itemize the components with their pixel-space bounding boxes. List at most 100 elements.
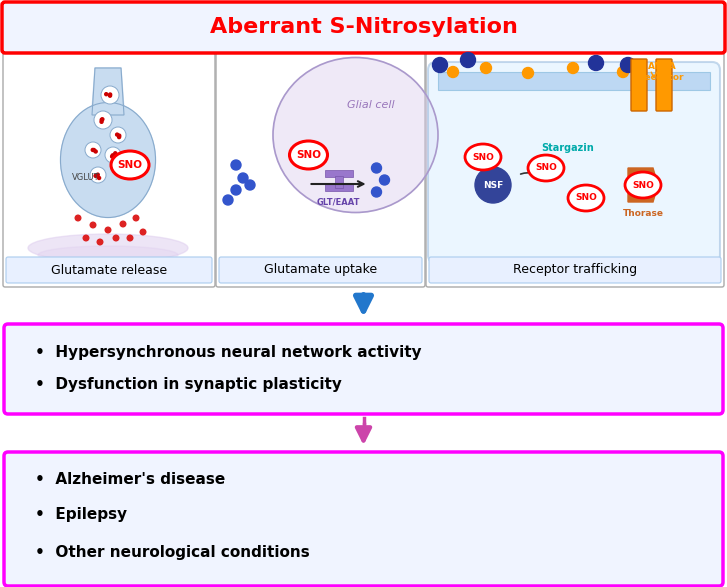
Text: Thorase: Thorase (622, 208, 664, 218)
Circle shape (588, 56, 603, 70)
Circle shape (111, 153, 114, 156)
FancyBboxPatch shape (438, 72, 710, 90)
Circle shape (568, 62, 579, 73)
Circle shape (111, 153, 114, 156)
Circle shape (223, 195, 233, 205)
Text: Glutamate uptake: Glutamate uptake (264, 264, 377, 276)
Circle shape (245, 180, 255, 190)
Text: VGLUT: VGLUT (72, 174, 100, 183)
Text: Stargazin: Stargazin (542, 143, 595, 153)
Circle shape (433, 58, 448, 73)
Circle shape (118, 133, 121, 136)
Text: NSF: NSF (483, 180, 503, 190)
Circle shape (108, 94, 111, 97)
Circle shape (116, 134, 119, 137)
Circle shape (83, 235, 89, 241)
Circle shape (657, 65, 669, 76)
Circle shape (105, 147, 121, 163)
Circle shape (108, 93, 111, 96)
FancyBboxPatch shape (4, 452, 723, 586)
Ellipse shape (465, 144, 501, 170)
Circle shape (97, 174, 100, 177)
Circle shape (92, 147, 95, 150)
Circle shape (448, 66, 459, 77)
Ellipse shape (28, 234, 188, 262)
Circle shape (92, 147, 95, 150)
Circle shape (90, 222, 96, 228)
Circle shape (116, 134, 119, 137)
Ellipse shape (625, 172, 661, 198)
Circle shape (133, 215, 139, 221)
Circle shape (140, 229, 146, 235)
FancyBboxPatch shape (219, 257, 422, 283)
Circle shape (231, 185, 241, 195)
FancyBboxPatch shape (2, 2, 725, 53)
Circle shape (102, 119, 105, 122)
Circle shape (110, 127, 126, 143)
Circle shape (102, 116, 105, 119)
Circle shape (105, 227, 111, 233)
Circle shape (371, 187, 382, 197)
Ellipse shape (528, 155, 564, 181)
Text: SNO: SNO (632, 180, 654, 190)
FancyBboxPatch shape (631, 59, 647, 111)
Circle shape (96, 174, 99, 177)
Text: •  Epilepsy: • Epilepsy (35, 508, 127, 522)
Circle shape (103, 119, 105, 122)
Text: •  Alzheimer's disease: • Alzheimer's disease (35, 473, 225, 487)
Circle shape (85, 142, 101, 158)
Text: SNO: SNO (118, 160, 142, 170)
Circle shape (97, 239, 103, 245)
Circle shape (120, 221, 126, 227)
Circle shape (109, 94, 112, 97)
Circle shape (95, 174, 97, 177)
Text: Glutamate release: Glutamate release (51, 264, 167, 276)
Circle shape (481, 62, 491, 73)
Text: SNO: SNO (535, 164, 557, 173)
Ellipse shape (289, 141, 327, 169)
FancyBboxPatch shape (324, 184, 353, 191)
Ellipse shape (60, 103, 156, 218)
FancyBboxPatch shape (6, 257, 212, 283)
FancyBboxPatch shape (334, 176, 342, 188)
Polygon shape (628, 168, 658, 202)
Circle shape (92, 150, 95, 153)
Ellipse shape (273, 58, 438, 212)
Circle shape (231, 160, 241, 170)
Ellipse shape (111, 151, 149, 179)
Text: •  Dysfunction in synaptic plasticity: • Dysfunction in synaptic plasticity (35, 376, 342, 392)
Text: SNO: SNO (575, 194, 597, 203)
Circle shape (113, 235, 119, 241)
Circle shape (94, 111, 112, 129)
Ellipse shape (568, 185, 604, 211)
Circle shape (617, 66, 629, 77)
Circle shape (101, 86, 119, 104)
FancyBboxPatch shape (4, 324, 723, 414)
FancyBboxPatch shape (428, 62, 720, 263)
Text: Aberrant S-Nitrosylation: Aberrant S-Nitrosylation (209, 17, 518, 37)
FancyBboxPatch shape (324, 170, 353, 177)
Circle shape (523, 68, 534, 79)
Circle shape (371, 163, 382, 173)
FancyBboxPatch shape (656, 59, 672, 111)
Circle shape (113, 152, 116, 155)
Circle shape (90, 167, 106, 183)
Polygon shape (92, 68, 124, 110)
Circle shape (238, 173, 248, 183)
Text: AMPA
receptor: AMPA receptor (640, 62, 684, 82)
Circle shape (460, 52, 475, 68)
Text: SNO: SNO (296, 150, 321, 160)
Text: GLT/EAAT: GLT/EAAT (317, 197, 361, 207)
Ellipse shape (38, 246, 178, 264)
FancyBboxPatch shape (426, 53, 724, 287)
Text: Glial cell: Glial cell (347, 100, 394, 110)
FancyBboxPatch shape (3, 53, 215, 287)
Circle shape (127, 235, 133, 241)
Circle shape (475, 167, 511, 203)
Circle shape (379, 175, 390, 185)
Text: SNO: SNO (472, 153, 494, 161)
Text: Receptor trafficking: Receptor trafficking (513, 264, 637, 276)
FancyBboxPatch shape (429, 257, 721, 283)
FancyBboxPatch shape (216, 53, 425, 287)
Circle shape (621, 58, 635, 73)
